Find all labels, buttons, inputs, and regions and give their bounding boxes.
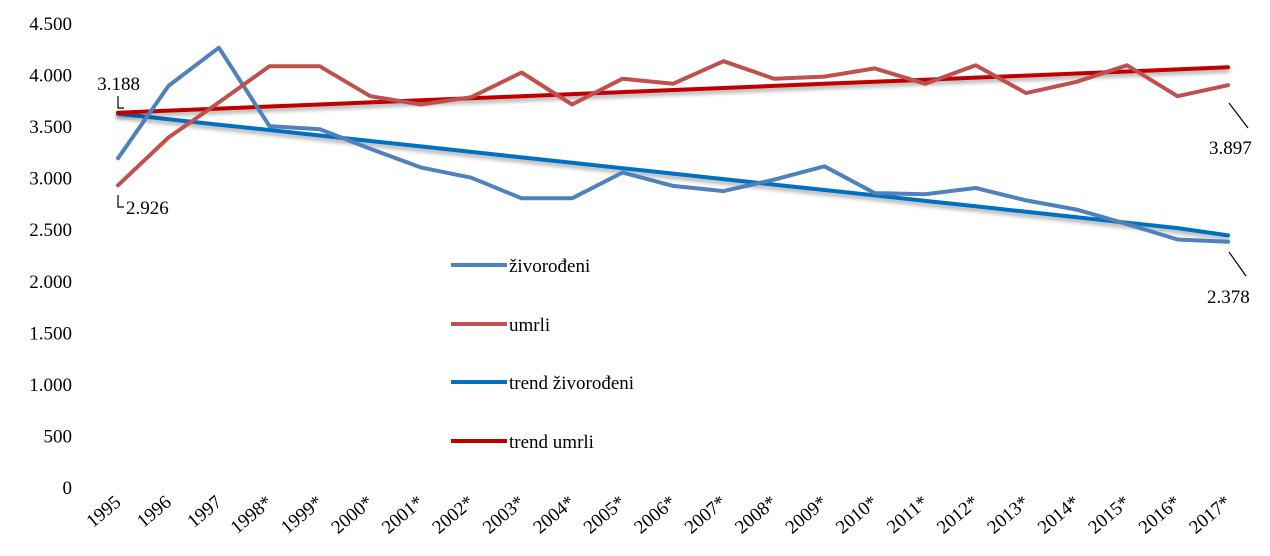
x-tick-label: 2014* [1034,492,1084,539]
x-tick-label: 2012* [933,492,983,539]
x-tick-label: 2002* [429,492,479,539]
x-tick-label: 2000* [328,492,378,539]
legend-label-0: živorođeni [509,256,590,277]
x-tick-label: 2009* [782,492,832,539]
x-axis: 1995 1996 1997 1998* 1999* 2000* 2001* 2002* 200… [83,492,1236,539]
series-line-1 [116,59,1230,188]
legend-label-3: trend umrli [509,432,594,453]
x-tick-label: 1995 [83,492,126,533]
y-tick-label: 3.500 [29,117,72,138]
data-label-leader-1 [117,195,124,208]
x-tick-label: 2015* [1084,492,1134,539]
y-tick-label: 4.500 [29,14,72,35]
series-line-2 [116,111,1230,238]
data-label-leader-0 [117,96,124,109]
x-tick-label: 1999* [277,492,327,539]
y-tick-label: 0 [63,478,73,499]
series-line-0 [116,45,1230,244]
x-tick-label: 2008* [731,492,781,539]
x-tick-label: 1998* [227,492,277,539]
legend-label-1: umrli [509,315,550,336]
x-tick-label: 2006* [630,492,680,539]
x-tick-label: 2010* [832,492,882,539]
x-tick-label: 2016* [1135,492,1185,539]
y-tick-label: 4.000 [29,66,72,87]
data-label-leader-2 [1228,102,1249,129]
x-tick-label: 2007* [681,492,731,539]
y-tick-label: 1.000 [29,375,72,396]
data-label-2: 3.897 [1209,138,1252,159]
y-tick-label: 2.500 [29,220,72,241]
y-tick-label: 3.000 [29,169,72,190]
data-label-3: 2.378 [1207,287,1250,308]
x-tick-label: 2003* [479,492,529,539]
x-tick-label: 2004* [529,492,579,539]
x-tick-label: 2013* [984,492,1034,539]
x-tick-label: 2011* [883,492,932,538]
annotations: 3.188 2.926 3.897 2.378 [97,74,1252,308]
series-layer [116,45,1230,244]
x-tick-label: 1997 [184,492,227,533]
x-tick-label: 1996 [133,492,176,533]
y-tick-label: 500 [44,426,73,447]
x-tick-label: 2017* [1185,492,1235,539]
legend: živorođeni umrli trend živorođeni trend umr… [451,256,634,453]
x-tick-label: 2005* [580,492,630,539]
series-line-3 [116,65,1230,115]
y-axis: 0 500 1.000 1.500 2.000 2.500 3.000 3.500 4.000 4… [29,14,72,499]
legend-label-2: trend živorođeni [509,373,634,394]
x-tick-label: 2001* [378,492,428,539]
y-tick-label: 2.000 [29,272,72,293]
data-label-0: 3.188 [97,74,140,95]
data-label-leader-3 [1228,251,1247,277]
y-tick-label: 1.500 [29,323,72,344]
data-label-1: 2.926 [126,198,169,219]
